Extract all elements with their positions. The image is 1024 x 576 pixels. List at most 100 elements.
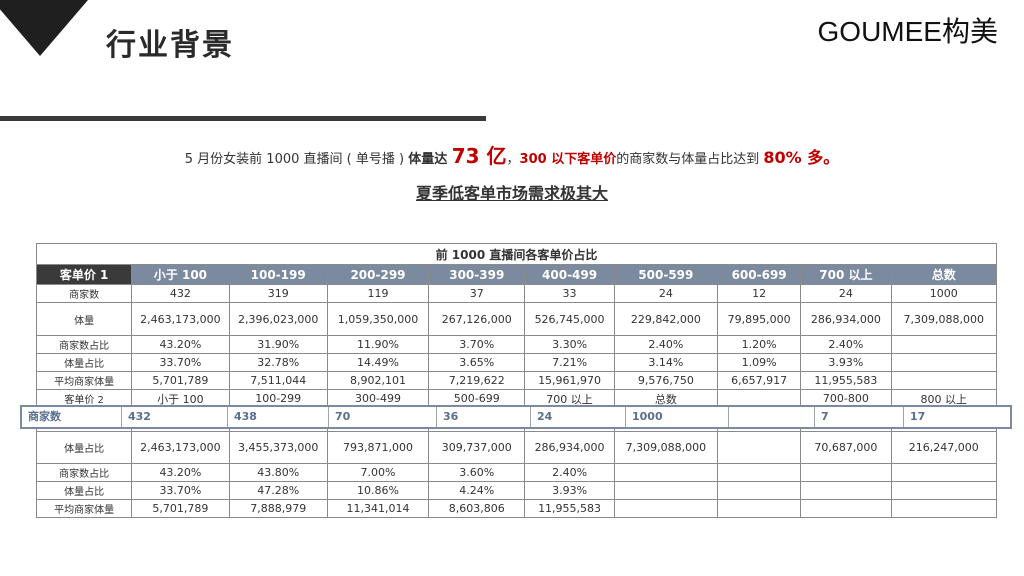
table-cell: 526,745,000	[524, 302, 615, 336]
table-row: 平均商家体量 5,701,789 7,511,044 8,902,101 7,219,6…	[35, 371, 997, 390]
table-cell	[890, 371, 997, 390]
table-cell: 2.40%	[800, 335, 892, 354]
table-cell: 7.21%	[524, 353, 615, 372]
overlay-cell	[729, 407, 815, 427]
table-cell: 70,687,000	[800, 431, 892, 464]
table-cell: 1,059,350,000	[326, 302, 430, 336]
table-cell: 6,657,917	[716, 371, 802, 390]
table-row: 体量占比 2,463,173,000 3,455,373,000 793,871,00…	[35, 431, 997, 464]
table-cell: 31.90%	[228, 335, 328, 354]
table-cell: 3.65%	[428, 353, 526, 372]
table-cell: 229,842,000	[613, 302, 718, 336]
table-cell: 200-299	[326, 264, 430, 285]
table-cell: 7,219,622	[428, 371, 526, 390]
table-cell: 286,934,000	[524, 431, 615, 464]
summary-part1: 5 月份女装前 1000 直播间 ( 单号播 )	[184, 152, 409, 167]
table-cell: 3.93%	[524, 481, 615, 500]
row-label-cell: 商家数	[35, 284, 133, 303]
table-row: 体量占比 33.70% 32.78% 14.49% 3.65% 7.21% 3.14% 1.0…	[35, 353, 997, 372]
table-cell: 1.20%	[716, 335, 802, 354]
table-cell: 5,701,789	[131, 371, 230, 390]
summary-part3: ，	[506, 152, 520, 167]
table-cell: 300-399	[428, 264, 526, 285]
table-cell: 33	[524, 284, 615, 303]
overlay-cell: 36	[437, 407, 531, 427]
table-cell	[800, 463, 892, 482]
table-cell: 3.60%	[428, 463, 526, 482]
table-cell: 3,455,373,000	[228, 431, 328, 464]
table-row: 商家数占比 43.20% 31.90% 11.90% 3.70% 3.30% 2.40% 1.…	[35, 335, 997, 354]
table-cell: 24	[800, 284, 892, 303]
table-cell: 2.40%	[613, 335, 718, 354]
table-cell: 100-199	[228, 264, 328, 285]
table-cell: 43.20%	[131, 463, 230, 482]
row-label-cell: 体量	[35, 302, 133, 336]
table-cell: 15,961,970	[524, 371, 615, 390]
table-cell: 5,701,789	[131, 499, 230, 518]
table-cell: 24	[613, 284, 718, 303]
table-cell: 11,955,583	[800, 371, 892, 390]
table-cell: 1.09%	[716, 353, 802, 372]
table-cell: 286,934,000	[800, 302, 892, 336]
table-cell	[716, 431, 802, 464]
table-cell: 319	[228, 284, 328, 303]
summary-line: 5 月份女装前 1000 直播间 ( 单号播 ) 体量达 73 亿，300 以下…	[0, 140, 1024, 169]
table-cell: 8,603,806	[428, 499, 526, 518]
highlight-row-overlay: 商家数 432 438 70 36 24 1000 7 17	[20, 405, 1012, 429]
table-cell: 2,463,173,000	[131, 431, 230, 464]
table-cell: 79,895,000	[716, 302, 802, 336]
table-cell: 3.14%	[613, 353, 718, 372]
table-row: 体量 2,463,173,000 2,396,023,000 1,059,350,00…	[35, 302, 997, 336]
overlay-cell: 7	[815, 407, 904, 427]
row-label-cell: 体量占比	[35, 481, 133, 500]
table-cell: 2.40%	[524, 463, 615, 482]
overlay-cell: 24	[531, 407, 626, 427]
table-cell: 总数	[890, 264, 997, 285]
row-label-cell: 客单价 1	[35, 264, 133, 285]
table-cell: 7.00%	[326, 463, 430, 482]
table-cell	[890, 481, 997, 500]
table-cell: 33.70%	[131, 481, 230, 500]
summary-part4: 的商家数与体量占比达到	[616, 152, 764, 167]
table-cell: 7,511,044	[228, 371, 328, 390]
table-cell: 400-499	[524, 264, 615, 285]
table-row: 体量占比 33.70% 47.28% 10.86% 4.24% 3.93%	[35, 481, 997, 500]
table-cell: 2,463,173,000	[131, 302, 230, 336]
table-cell: 47.28%	[228, 481, 328, 500]
row-label-cell: 平均商家体量	[35, 499, 133, 518]
table-cell	[613, 499, 718, 518]
table-row: 平均商家体量 5,701,789 7,888,979 11,341,014 8,603,…	[35, 499, 997, 518]
table-cell: 14.49%	[326, 353, 430, 372]
table-cell	[800, 481, 892, 500]
table-cell: 43.80%	[228, 463, 328, 482]
page-subtitle: 夏季低客单市场需求极其大	[415, 184, 608, 203]
table-cell	[890, 353, 997, 372]
table-cell: 1000	[890, 284, 997, 303]
brand-logo: GOUMEE构美	[817, 16, 998, 47]
table-cell: 7,309,088,000	[890, 302, 997, 336]
table-cell: 309,737,000	[428, 431, 526, 464]
table-cell: 10.86%	[326, 481, 430, 500]
table-cell	[716, 499, 802, 518]
table-cell: 700-800	[800, 389, 892, 408]
table-cell: 500-599	[613, 264, 718, 285]
table-cell: 33.70%	[131, 353, 230, 372]
table-cell: 119	[326, 284, 430, 303]
table-cell: 37	[428, 284, 526, 303]
table-caption: 前 1000 直播间各客单价占比	[36, 243, 997, 265]
table-caption-row: 前 1000 直播间各客单价占比	[36, 243, 997, 265]
title-divider	[0, 116, 486, 121]
table-cell: 600-699	[716, 264, 802, 285]
overlay-cell: 1000	[626, 407, 729, 427]
table-cell: 32.78%	[228, 353, 328, 372]
table-cell: 267,126,000	[428, 302, 526, 336]
table-cell	[716, 463, 802, 482]
summary-percent: 80% 多。	[763, 148, 840, 167]
table-cell: 800 以上	[890, 389, 997, 408]
table-cell	[613, 463, 718, 482]
overlay-cell: 17	[910, 410, 926, 423]
table-cell: 700 以上	[800, 264, 892, 285]
page-title: 行业背景	[106, 28, 234, 63]
summary-amount: 73 亿	[451, 144, 507, 168]
table-cell: 8,902,101	[326, 371, 430, 390]
